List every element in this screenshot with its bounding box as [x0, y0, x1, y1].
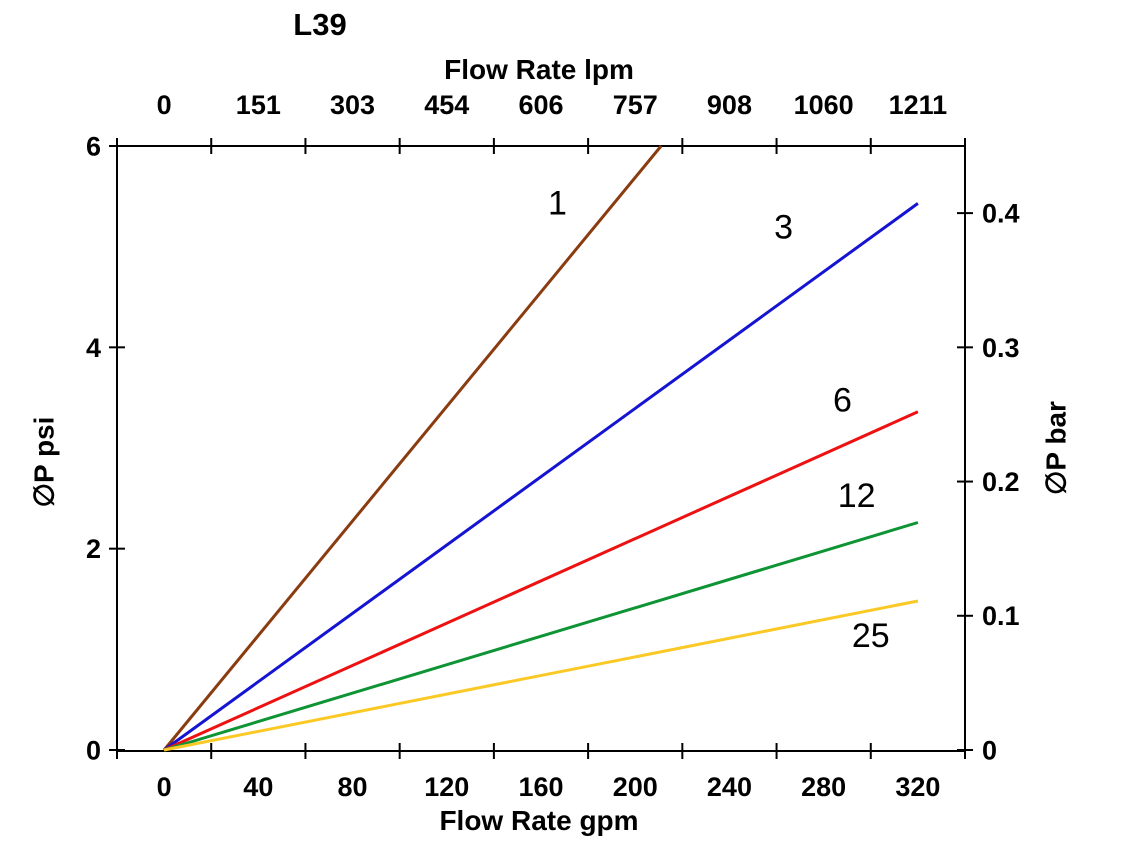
- right-axis-tick-label: 0.2: [982, 467, 1020, 497]
- top-axis-tick-label: 908: [707, 90, 752, 120]
- bottom-axis-title: Flow Rate gpm: [439, 805, 639, 836]
- top-axis-title: Flow Rate lpm: [444, 54, 634, 85]
- bottom-axis-tick-label: 320: [895, 772, 940, 802]
- series-line-1: [162, 145, 663, 751]
- top-axis-tick-label: 757: [613, 90, 658, 120]
- top-axis-tick-label: 606: [518, 90, 563, 120]
- series-line-12: [163, 521, 919, 752]
- bottom-axis-tick-label: 120: [424, 772, 469, 802]
- right-axis-tick-label: 0.4: [982, 199, 1020, 229]
- series-label-6: 6: [833, 382, 852, 420]
- left-axis-tick-label: 2: [86, 534, 101, 564]
- top-axis-tick-label: 303: [330, 90, 375, 120]
- series-label-12: 12: [838, 477, 876, 515]
- top-axis-tick-label: 0: [157, 90, 172, 120]
- bottom-axis-tick-label: 200: [613, 772, 658, 802]
- top-axis-tick-label: 151: [236, 90, 281, 120]
- bottom-axis-tick-label: 40: [243, 772, 273, 802]
- right-axis-tick-label: 0: [982, 735, 997, 765]
- bottom-axis-tick-label: 160: [518, 772, 563, 802]
- series-line-6: [163, 410, 919, 752]
- bottom-axis-tick-label: 240: [707, 772, 752, 802]
- left-axis-tick-label: 0: [86, 735, 101, 765]
- series-line-25: [163, 599, 919, 752]
- bottom-axis-tick-label: 0: [157, 772, 172, 802]
- top-axis-tick-label: 1211: [889, 90, 948, 120]
- right-axis-tick-label: 0.3: [982, 333, 1020, 363]
- series-label-3: 3: [774, 208, 793, 246]
- left-axis-tick-label: 4: [86, 333, 101, 363]
- bottom-axis-tick-label: 280: [801, 772, 846, 802]
- chart-title: L39: [293, 7, 347, 42]
- top-axis-tick-label: 454: [424, 90, 469, 120]
- left-axis-tick-label: 6: [86, 131, 101, 161]
- series-line-3: [163, 202, 919, 752]
- bottom-axis-tick-label: 80: [338, 772, 368, 802]
- top-axis-tick-label: 1060: [794, 90, 854, 120]
- series-label-1: 1: [548, 184, 567, 222]
- right-axis-tick-label: 0.1: [982, 601, 1020, 631]
- series-label-25: 25: [852, 617, 890, 655]
